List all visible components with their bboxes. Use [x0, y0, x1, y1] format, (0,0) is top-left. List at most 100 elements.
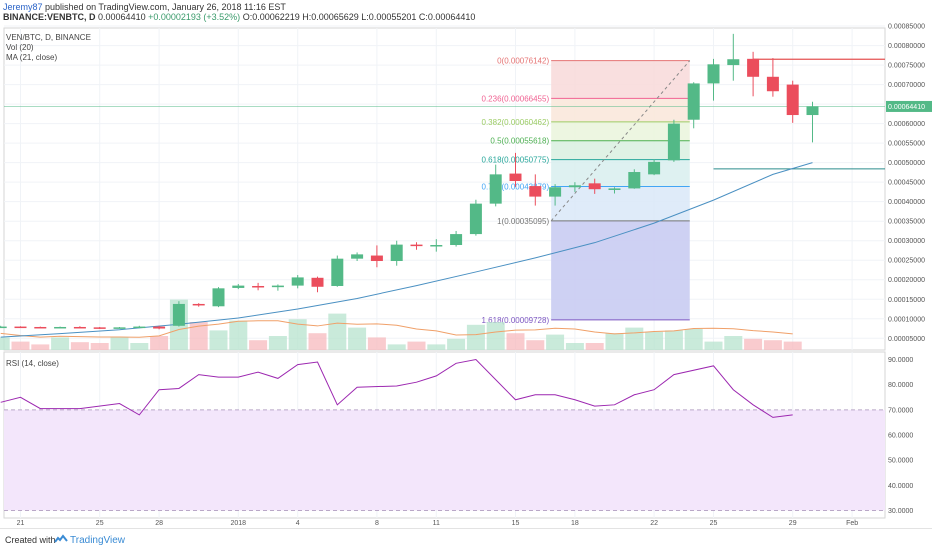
time-tick-label: 15 [512, 520, 520, 527]
footer: Created with TradingView [0, 528, 932, 551]
time-tick-label: 25 [96, 520, 104, 527]
price-tick-label: 0.00035000 [888, 219, 925, 226]
candle-body [667, 123, 680, 161]
fib-level-label: 0.5(0.00055618) [490, 137, 549, 146]
volume-bar [645, 331, 664, 350]
volume-ma-line [0, 320, 793, 338]
legend-rsi: RSI (14, close) [6, 359, 59, 368]
horizontal-lines[interactable] [4, 58, 885, 170]
candle-body [192, 303, 205, 306]
time-tick-label: 18 [571, 520, 579, 527]
volume-bar [447, 338, 466, 350]
volume-bar [664, 330, 683, 350]
candle-body [232, 285, 245, 288]
volume-bar [150, 336, 169, 350]
fib-zone [551, 98, 690, 122]
fibonacci-retracement[interactable]: 0(0.00076142) 0.236(0.00066455) 0.382(0.00… [482, 57, 691, 325]
rsi-tick-label: 80.0000 [888, 382, 913, 389]
candle-body [588, 183, 601, 190]
candle-body [489, 174, 502, 204]
fib-level-label: 0.786(0.00043879) [482, 183, 550, 192]
candle-body [0, 326, 7, 329]
price-tick-label: 0.00080000 [888, 43, 925, 50]
fib-zone [551, 121, 690, 141]
candle-body [311, 277, 324, 287]
fib-zone-extension [551, 220, 690, 320]
candle-body [687, 83, 700, 120]
fib-zone [551, 140, 690, 160]
volume-bars [0, 299, 802, 350]
price-tick-label: 0.00045000 [888, 180, 925, 187]
candle-body [113, 327, 126, 329]
time-tick-label: 25 [710, 520, 718, 527]
volume-bar [209, 330, 228, 350]
volume-bar [268, 336, 287, 350]
price-tick-label: 0.00030000 [888, 238, 925, 245]
last-price: 0.00064410 [98, 12, 146, 22]
volume-bar [249, 340, 268, 350]
volume-bar [387, 344, 406, 350]
candle-body [648, 161, 661, 175]
volume-bar [724, 336, 743, 350]
rsi-tick-label: 60.0000 [888, 433, 913, 440]
volume-bar [31, 344, 50, 350]
candle-body [172, 303, 185, 326]
volume-bar [763, 340, 782, 350]
candle-body [14, 326, 27, 329]
tradingview-brand[interactable]: TradingView [70, 535, 126, 546]
volume-bar [51, 337, 70, 350]
legend-volume: Vol (20) [6, 43, 34, 52]
author-link[interactable]: Jeremy87 [3, 2, 43, 12]
fib-level-label: 0.382(0.00060462) [482, 118, 550, 127]
candle-body [291, 277, 304, 286]
price-tick-label: 0.00050000 [888, 160, 925, 167]
rsi-tick-label: 70.0000 [888, 407, 913, 414]
price-tick-label: 0.00015000 [888, 297, 925, 304]
time-tick-label: 22 [650, 520, 658, 527]
volume-bar [229, 320, 248, 350]
candle-body [390, 244, 403, 262]
time-tick-label: Feb [846, 520, 858, 527]
volume-bar [90, 343, 109, 350]
fib-level-label: 1.618(0.00009728) [482, 316, 550, 325]
candle-body [727, 59, 740, 66]
volume-bar [308, 333, 327, 350]
price-tick-label: 0.00025000 [888, 258, 925, 265]
candle-body [133, 326, 146, 329]
volume-bar [367, 337, 386, 350]
price-chart[interactable]: 0(0.00076142) 0.236(0.00066455) 0.382(0.00… [0, 0, 932, 528]
time-tick-label: 8 [375, 520, 379, 527]
tradingview-logo-icon[interactable] [54, 533, 68, 545]
rsi-line [0, 359, 793, 418]
publish-info: Jeremy87 published on TradingView.com, J… [3, 2, 286, 12]
symbol-line: BINANCE:VENBTC, D 0.00064410 +0.00002193… [3, 12, 475, 22]
time-tick-label: 28 [155, 520, 163, 527]
ohlc-values: O:0.00062219 H:0.00065629 L:0.00055201 C… [242, 12, 476, 22]
legend-ma: MA (21, close) [6, 53, 57, 62]
candle-body [370, 255, 383, 262]
candle-body [410, 244, 423, 247]
rsi-band [4, 409, 885, 511]
volume-bar [526, 340, 545, 350]
time-tick-label: 21 [17, 520, 25, 527]
price-tick-label: 0.00060000 [888, 121, 925, 128]
time-tick-label: 4 [296, 520, 300, 527]
candle-body [34, 326, 47, 329]
price-tick-label: 0.00040000 [888, 199, 925, 206]
candle-body [766, 76, 779, 92]
last-price-value: 0.00064410 [888, 104, 925, 111]
volume-bar [546, 334, 565, 350]
volume-bar [605, 333, 624, 350]
candle-body [212, 288, 225, 307]
volume-bar [189, 322, 208, 350]
volume-bar [130, 343, 149, 350]
symbol-name: BINANCE:VENBTC, D [3, 12, 96, 22]
candle-body [529, 186, 542, 197]
candle-body [747, 58, 760, 77]
candle-body [707, 64, 720, 84]
rsi-pane [0, 359, 885, 511]
candle-body [93, 327, 106, 329]
price-change: +0.00002193 (+3.52%) [148, 12, 241, 22]
price-tick-label: 0.00010000 [888, 316, 925, 323]
volume-bar [565, 343, 584, 350]
